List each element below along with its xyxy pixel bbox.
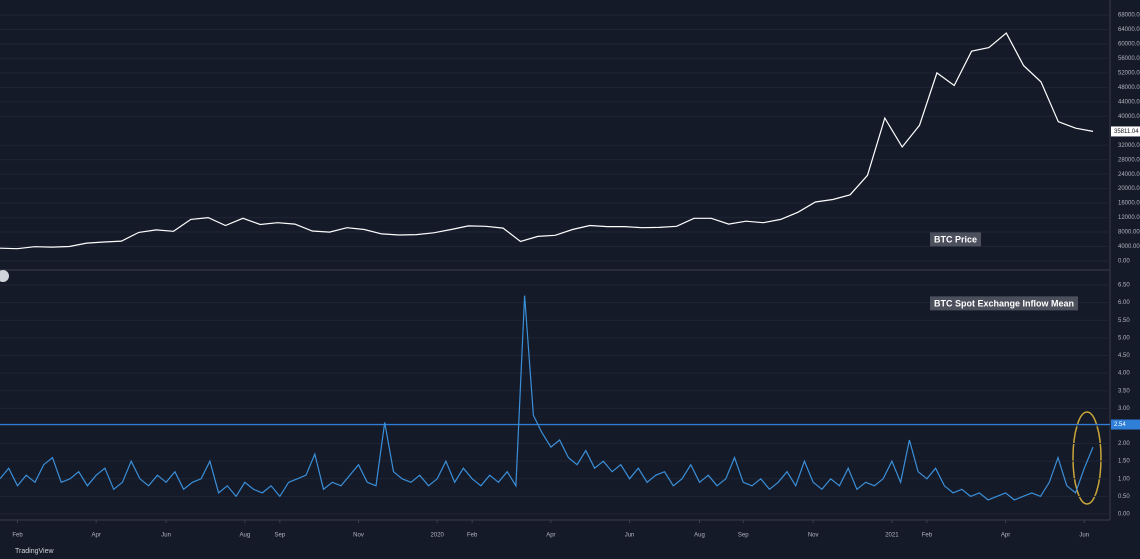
- x-tick-label: Feb: [467, 533, 478, 539]
- y-tick-label: 8000.00: [1118, 230, 1140, 236]
- y-tick-label: 56000.00: [1118, 56, 1140, 62]
- y-tick-label: 24000.00: [1118, 172, 1140, 178]
- y-tick-label: 52000.00: [1118, 70, 1140, 76]
- value-tag-label: 2.54: [1114, 422, 1126, 428]
- y-tick-label: 4000.00: [1118, 244, 1140, 250]
- x-tick-label: 2021: [885, 533, 899, 539]
- x-tick-label: Jun: [161, 533, 171, 539]
- y-tick-label: 4.50: [1118, 353, 1130, 359]
- x-tick-label: Aug: [239, 533, 250, 539]
- y-tick-label: 32000.00: [1118, 143, 1140, 149]
- y-tick-label: 48000.00: [1118, 85, 1140, 91]
- y-tick-label: 64000.00: [1118, 27, 1140, 33]
- x-tick-label: Jun: [1079, 533, 1089, 539]
- value-tag-label: 35811.04: [1114, 129, 1139, 135]
- annotation: BTC Spot Exchange Inflow Mean: [934, 298, 1074, 308]
- highlight-ellipse: [1072, 411, 1102, 505]
- y-tick-label: 3.50: [1118, 388, 1130, 394]
- y-tick-label: 5.50: [1118, 318, 1130, 324]
- y-tick-label: 4.00: [1118, 371, 1130, 377]
- y-tick-label: 44000.00: [1118, 99, 1140, 105]
- y-tick-label: 6.00: [1118, 300, 1130, 306]
- x-tick-label: Apr: [546, 533, 555, 539]
- y-tick-label: 1.50: [1118, 459, 1130, 465]
- y-tick-label: 0.50: [1118, 494, 1130, 500]
- y-tick-label: 20000.00: [1118, 186, 1140, 192]
- y-tick-label: 68000.00: [1118, 13, 1140, 19]
- collapse-button[interactable]: [0, 270, 9, 282]
- y-tick-label: 16000.00: [1118, 201, 1140, 207]
- data-line: [0, 32, 1094, 250]
- x-tick-label: Feb: [922, 533, 933, 539]
- footer: TradingView: [15, 548, 54, 555]
- x-tick-label: Sep: [274, 533, 285, 539]
- x-tick-label: Jun: [625, 533, 635, 539]
- x-tick-label: Sep: [738, 533, 749, 539]
- x-tick-label: 2020: [431, 533, 445, 539]
- y-tick-label: 6.50: [1118, 283, 1130, 289]
- y-tick-label: 2.00: [1118, 441, 1130, 447]
- x-tick-label: Nov: [353, 533, 364, 539]
- x-tick-label: Feb: [12, 533, 23, 539]
- data-line: [0, 295, 1094, 501]
- x-tick-label: Aug: [694, 533, 705, 539]
- x-tick-label: Apr: [1001, 533, 1010, 539]
- value-tag: [1111, 126, 1140, 137]
- value-tag: [1111, 419, 1140, 430]
- x-tick-label: Apr: [92, 533, 101, 539]
- y-tick-label: 60000.00: [1118, 42, 1140, 48]
- y-tick-label: 5.00: [1118, 335, 1130, 341]
- x-tick-label: Nov: [808, 533, 819, 539]
- y-tick-label: 0.00: [1118, 512, 1130, 518]
- y-tick-label: 0.00: [1118, 259, 1130, 265]
- annotation-box: [930, 232, 982, 247]
- y-tick-label: 1.00: [1118, 476, 1130, 482]
- y-tick-label: 28000.00: [1118, 157, 1140, 163]
- y-tick-label: 3.00: [1118, 406, 1130, 412]
- annotation-box: [930, 296, 1079, 311]
- annotation: BTC Price: [934, 234, 977, 244]
- y-tick-label: 12000.00: [1118, 215, 1140, 221]
- y-tick-label: 40000.00: [1118, 114, 1140, 120]
